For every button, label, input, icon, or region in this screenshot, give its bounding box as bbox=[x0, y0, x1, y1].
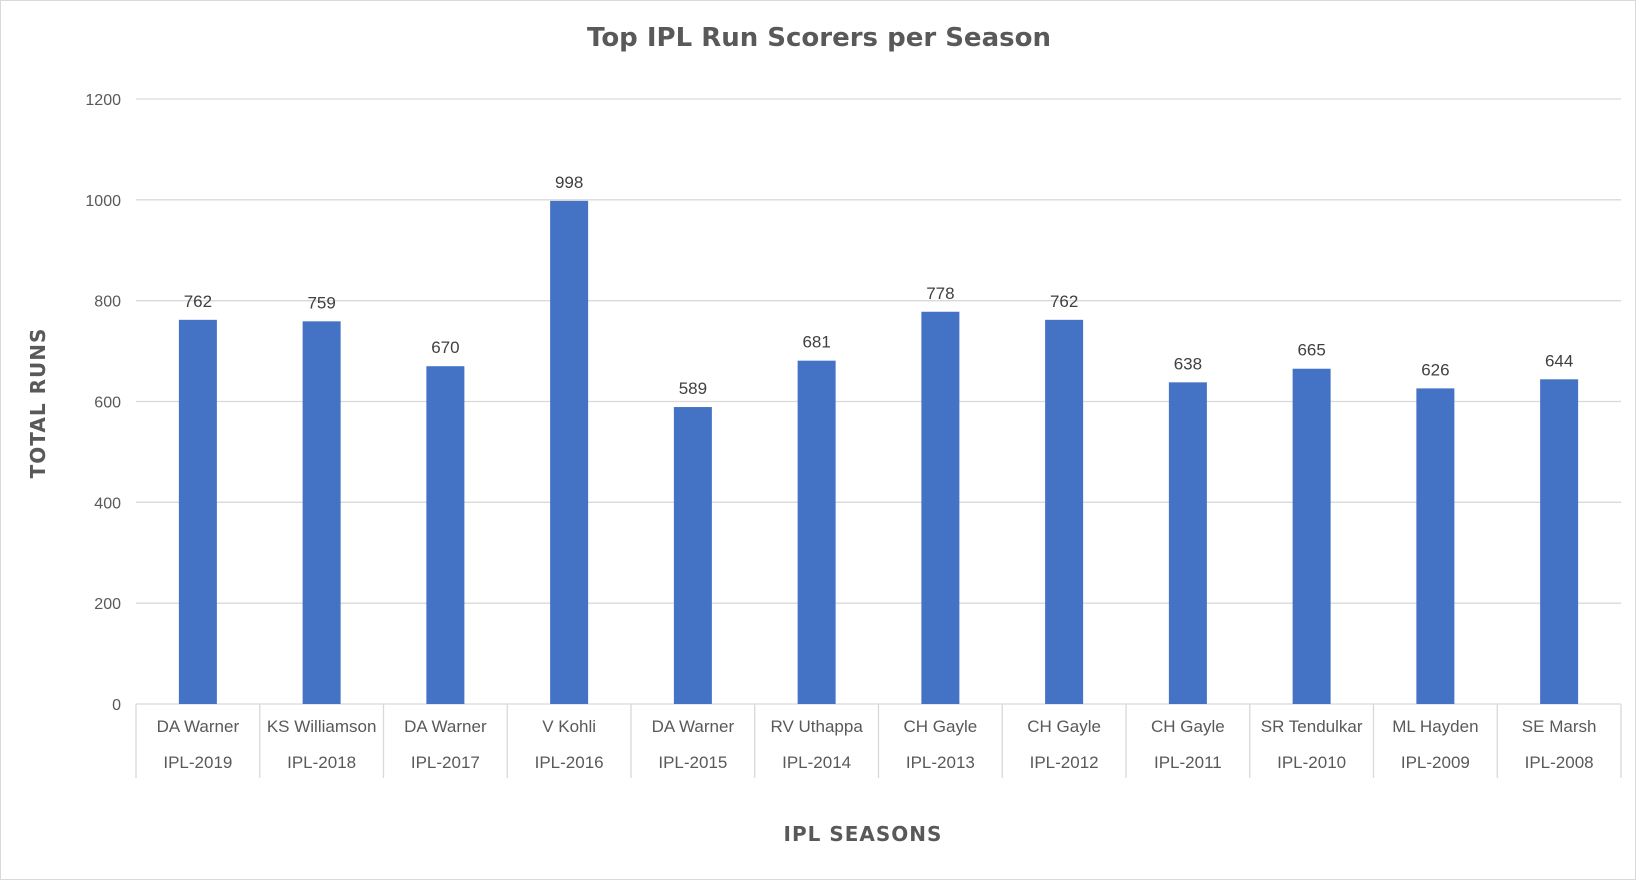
y-axis-ticks: 0 200 400 600 800 1000 1200 bbox=[85, 92, 121, 714]
x-category-player: V Kohli bbox=[542, 717, 596, 736]
x-category-player: DA Warner bbox=[404, 717, 487, 736]
y-tick-label: 0 bbox=[112, 697, 121, 714]
x-category-season: IPL-2009 bbox=[1401, 753, 1470, 772]
y-axis-title: TOTAL RUNS bbox=[26, 328, 50, 479]
data-label: 778 bbox=[926, 284, 954, 303]
x-axis-title: IPL SEASONS bbox=[784, 822, 943, 846]
data-label: 626 bbox=[1421, 360, 1449, 379]
y-tick-label: 1200 bbox=[85, 92, 121, 109]
x-category-season: IPL-2019 bbox=[163, 753, 232, 772]
data-label: 665 bbox=[1297, 341, 1325, 360]
bar bbox=[1540, 379, 1579, 704]
x-category-player: RV Uthappa bbox=[770, 717, 863, 736]
x-category-player: CH Gayle bbox=[1151, 717, 1225, 736]
y-tick-label: 600 bbox=[94, 395, 121, 412]
x-category-season: IPL-2012 bbox=[1030, 753, 1099, 772]
data-label: 762 bbox=[184, 292, 212, 311]
data-label: 762 bbox=[1050, 292, 1078, 311]
x-category-player: CH Gayle bbox=[904, 717, 978, 736]
data-labels: 762 759 670 998 589 681 778 762 638 665 626 644 bbox=[184, 173, 1574, 398]
data-label: 670 bbox=[431, 338, 459, 357]
x-category-season: IPL-2014 bbox=[782, 753, 851, 772]
x-category-season: IPL-2011 bbox=[1154, 753, 1222, 772]
y-tick-label: 1000 bbox=[85, 193, 121, 210]
gridlines bbox=[136, 98, 1621, 705]
x-category-player: DA Warner bbox=[652, 717, 735, 736]
x-category-player: DA Warner bbox=[157, 717, 240, 736]
chart-title: Top IPL Run Scorers per Season bbox=[587, 23, 1051, 53]
data-label: 589 bbox=[679, 379, 707, 398]
x-category-player: ML Hayden bbox=[1392, 717, 1478, 736]
y-tick-label: 200 bbox=[94, 596, 121, 613]
data-label: 644 bbox=[1545, 351, 1573, 370]
bar bbox=[797, 360, 836, 704]
x-category-season: IPL-2013 bbox=[906, 753, 975, 772]
bar bbox=[1416, 388, 1455, 704]
x-category-season: IPL-2015 bbox=[658, 753, 727, 772]
bar bbox=[178, 319, 217, 704]
x-category-season: IPL-2017 bbox=[411, 753, 480, 772]
x-category-player: SE Marsh bbox=[1522, 717, 1597, 736]
y-tick-label: 800 bbox=[94, 294, 121, 311]
x-category-season: IPL-2018 bbox=[287, 753, 356, 772]
x-axis-categories: DA Warner IPL-2019 KS Williamson IPL-2018 DA… bbox=[135, 704, 1622, 778]
data-label: 998 bbox=[555, 173, 583, 192]
x-category-player: CH Gayle bbox=[1027, 717, 1101, 736]
data-label: 681 bbox=[802, 333, 830, 352]
x-category-season: IPL-2010 bbox=[1277, 753, 1346, 772]
bar bbox=[302, 321, 341, 704]
x-category-player: KS Williamson bbox=[267, 717, 377, 736]
x-category-season: IPL-2008 bbox=[1525, 753, 1594, 772]
bar bbox=[673, 407, 712, 704]
bar bbox=[1292, 368, 1331, 704]
x-category-season: IPL-2016 bbox=[535, 753, 604, 772]
y-tick-label: 400 bbox=[94, 495, 121, 512]
bar bbox=[921, 311, 960, 704]
data-label: 759 bbox=[307, 293, 335, 312]
x-category-player: SR Tendulkar bbox=[1261, 717, 1363, 736]
bar bbox=[426, 366, 465, 704]
bar bbox=[1045, 319, 1084, 704]
data-label: 638 bbox=[1174, 354, 1202, 373]
bars bbox=[178, 200, 1579, 704]
bar bbox=[1168, 382, 1207, 704]
bar bbox=[550, 200, 589, 704]
